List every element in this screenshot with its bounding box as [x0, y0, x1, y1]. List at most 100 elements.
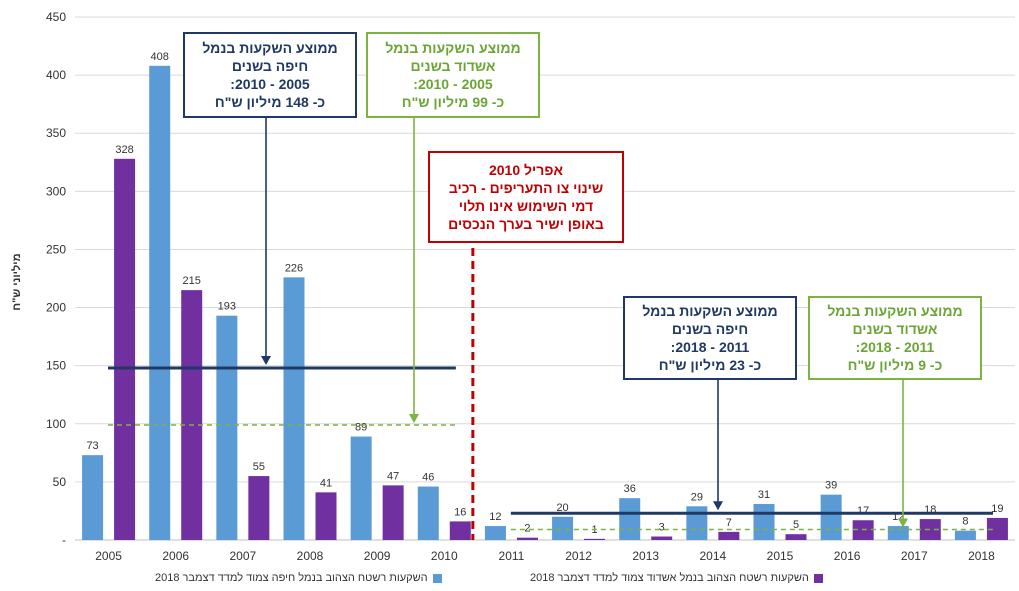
annotation-line: 2011 - 2018:	[855, 339, 935, 355]
annotation-line: באופן ישיר בערך הנכסים	[448, 216, 604, 232]
annotation-april-2010: אפריל 2010 שינוי צו התעריפים - רכיב דמי …	[428, 151, 624, 243]
data-label: 408	[151, 51, 169, 63]
bar-haifa	[149, 65, 171, 541]
bar-ashdod	[584, 538, 606, 540]
y-axis-label: מיליוני ש"ח	[10, 253, 23, 310]
y-tick-label: 150	[46, 359, 66, 373]
data-label: 215	[183, 275, 201, 287]
annotation-line: ממוצע השקעות בנמל	[202, 40, 338, 56]
arrow-haifa-2005-2010-head	[261, 355, 271, 365]
bar-ashdod	[114, 158, 136, 540]
annotation-arrows	[261, 118, 908, 528]
annotation-haifa-2011-2018: ממוצע השקעות בנמל חיפה בשנים 2011 - 2018…	[623, 296, 797, 380]
data-label: 226	[285, 262, 303, 274]
annotation-line: כ- 23 מיליון ש"ח	[658, 357, 762, 373]
y-tick-label: 200	[46, 301, 66, 315]
bar-ashdod	[248, 476, 270, 540]
annotation-ashdod-2005-2010: ממוצע השקעות בנמל אשדוד בשנים 2005 - 201…	[366, 32, 540, 118]
bar-haifa	[216, 315, 238, 540]
data-label: 46	[422, 472, 434, 484]
bar-haifa	[283, 277, 305, 540]
bar-haifa	[552, 516, 574, 540]
data-label: 29	[691, 491, 703, 503]
annotation-line: כ- 148 מיליון ש"ח	[214, 94, 326, 110]
bar-haifa	[417, 486, 439, 540]
bar-ashdod	[919, 519, 941, 540]
arrow-ashdod-2011-2018-head	[898, 518, 908, 528]
data-label: 89	[355, 422, 367, 434]
annotation-line: אפריל 2010	[488, 162, 564, 178]
bar-ashdod	[449, 521, 471, 540]
y-tick-label: -	[62, 533, 66, 547]
y-tick-label: 100	[46, 417, 66, 431]
data-label: 73	[86, 440, 98, 452]
bar-ashdod	[382, 485, 404, 540]
y-tick-label: 400	[46, 68, 66, 82]
annotation-line: ממוצע השקעות בנמל	[385, 40, 521, 56]
data-label: 3	[659, 522, 665, 534]
x-tick-label: 2010	[431, 549, 458, 563]
bar-ashdod	[718, 531, 740, 540]
bar-ashdod	[516, 537, 538, 540]
bar-ashdod	[785, 534, 807, 540]
annotation-line: 2011 - 2018:	[670, 339, 750, 355]
data-label: 36	[624, 483, 636, 495]
average-lines	[108, 248, 993, 540]
legend-item-haifa: השקעות רשטח הצהוב בנמל חיפה צמוד למדד דצ…	[155, 572, 442, 584]
x-tick-label: 2013	[632, 549, 659, 563]
bar-ashdod	[315, 492, 337, 540]
annotation-line: שינוי צו התעריפים - רכיב	[448, 180, 604, 196]
data-label: 20	[556, 502, 568, 514]
data-label: 47	[387, 470, 399, 482]
x-tick-label: 2009	[364, 549, 391, 563]
x-tick-label: 2005	[95, 549, 122, 563]
data-label: 41	[320, 477, 332, 489]
data-label: 8	[962, 516, 968, 528]
y-tick-label: 350	[46, 126, 66, 140]
x-tick-label: 2015	[767, 549, 794, 563]
legend-item-ashdod: השקעות רשטח הצהוב בנמל אשדוד צמוד למדד ד…	[530, 572, 823, 584]
arrow-haifa-2011-2018-head	[713, 501, 723, 511]
x-tick-label: 2014	[700, 549, 727, 563]
data-label: 19	[991, 503, 1003, 515]
y-tick-label: 300	[46, 184, 66, 198]
annotation-line: כ- 9 מיליון ש"ח	[847, 357, 943, 373]
data-label: 55	[253, 461, 265, 473]
annotation-line: כ- 99 מיליון ש"ח	[401, 94, 505, 110]
x-tick-label: 2012	[565, 549, 592, 563]
x-tick-label: 2006	[162, 549, 189, 563]
data-label: 7	[726, 517, 732, 529]
x-axis: 2005 2006 2007 2008 2009 2010 2011 2012 2013 2014…	[75, 539, 1015, 563]
bar-ashdod	[651, 536, 673, 540]
x-tick-label: 2017	[901, 549, 928, 563]
y-axis: - 50 100 150 200 250 300 350 400 450	[46, 10, 66, 547]
annotation-haifa-2005-2010: ממוצע השקעות בנמל חיפה בשנים 2005 - 2010…	[183, 32, 357, 118]
bar-haifa	[954, 530, 976, 540]
x-tick-label: 2018	[968, 549, 995, 563]
legend-label-ashdod: השקעות רשטח הצהוב בנמל אשדוד צמוד למדד ד…	[530, 572, 809, 584]
x-tick-label: 2007	[230, 549, 257, 563]
x-tick-label: 2016	[834, 549, 861, 563]
bar-haifa	[753, 503, 775, 540]
bar-ashdod	[986, 517, 1008, 540]
x-tick-label: 2011	[499, 549, 525, 563]
annotation-line: אשדוד בשנים	[410, 58, 496, 74]
data-label: 16	[454, 506, 466, 518]
bar-haifa	[619, 498, 641, 540]
data-label: 193	[218, 301, 236, 313]
data-label: 5	[793, 519, 799, 531]
bar-haifa	[82, 455, 104, 540]
annotation-line: ממוצע השקעות בנמל	[827, 303, 963, 319]
annotation-line: דמי השימוש אינו תלוי	[458, 198, 594, 214]
legend-swatch-haifa	[432, 573, 442, 583]
annotation-line: חיפה בשנים	[231, 58, 309, 74]
bar-haifa	[887, 526, 909, 540]
annotation-line: ממוצע השקעות בנמל	[642, 303, 778, 319]
data-label: 12	[489, 511, 501, 523]
x-tick-label: 2008	[297, 549, 324, 563]
annotation-line: אשדוד בשנים	[852, 321, 938, 337]
annotation-line: חיפה בשנים	[671, 321, 749, 337]
y-tick-label: 450	[46, 10, 66, 24]
